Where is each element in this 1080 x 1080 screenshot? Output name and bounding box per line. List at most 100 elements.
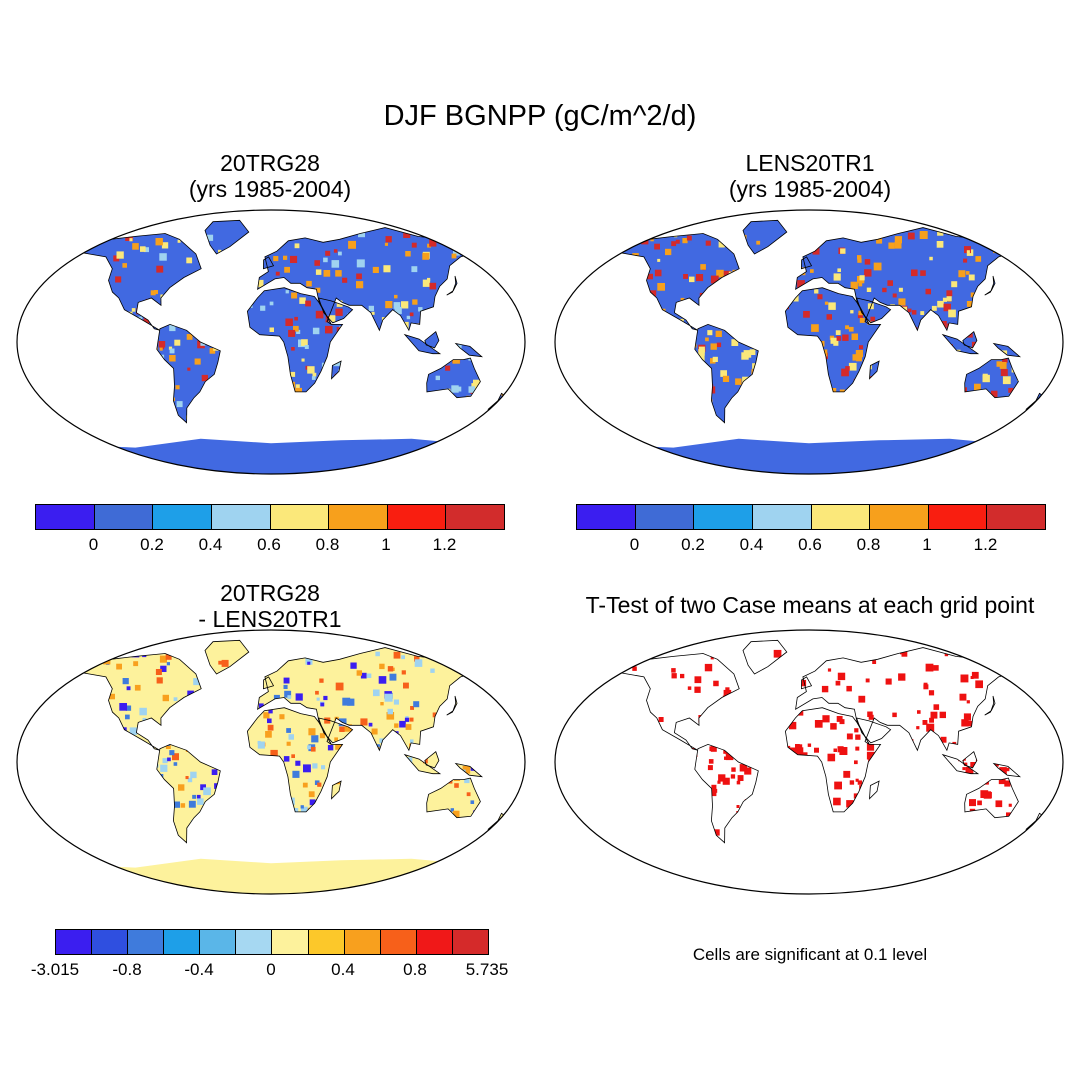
colorbar-box-3	[694, 505, 753, 529]
coastline-australia	[964, 777, 1019, 819]
coastline-arabia	[317, 297, 354, 324]
colorbar-box-1	[577, 505, 636, 529]
panel-4-title-line1: T-Test of two Case means at each grid po…	[585, 592, 1035, 618]
coastline-greenland	[204, 219, 250, 255]
panel-2-title-line1: LENS20TR1	[745, 150, 875, 176]
map-panel-3	[15, 628, 527, 896]
colorbar-box-2	[92, 930, 129, 954]
colorbar-box-6	[329, 505, 388, 529]
coastline-newGuinea	[454, 762, 484, 778]
coastline-borneo	[424, 331, 440, 349]
colorbar-tick-label: 0.4	[198, 535, 223, 554]
colorbar-box-4	[164, 930, 201, 954]
colorbar-tick-label: 1	[922, 535, 932, 554]
colorbar-box-11	[416, 930, 453, 954]
colorbar-tick-label: 0.4	[331, 960, 355, 979]
coastline-eurasia	[795, 227, 1019, 332]
coastline-indonesia	[403, 333, 442, 355]
coastline-australia	[426, 357, 481, 399]
colorbar-box-7	[928, 505, 988, 529]
coastline-madagascar	[331, 360, 342, 380]
colorbar-tick-label: 0.6	[798, 535, 822, 554]
colorbar-box-9	[344, 930, 381, 954]
map-panel-2	[553, 208, 1065, 476]
coastline-eurasia	[257, 227, 481, 332]
coastline-uk	[262, 256, 275, 270]
coastline-newGuinea	[992, 342, 1022, 358]
colorbar-box-7	[272, 930, 309, 954]
colorbar-box-8	[446, 505, 504, 529]
colorbar-tick-label: 0.2	[681, 535, 705, 554]
colorbar-tick-label: 5.735	[465, 960, 509, 979]
colorbar-box-3	[153, 505, 212, 529]
coastline-southAmerica	[156, 323, 221, 424]
coastline-africa	[784, 287, 882, 393]
coastline-borneo	[424, 751, 440, 769]
world-map-4	[554, 629, 1064, 895]
coastline-southAmerica	[694, 323, 759, 424]
panel-2-title-line2: (yrs 1985-2004)	[728, 176, 892, 202]
coastline-uk	[800, 676, 813, 690]
colorbar-box-10	[380, 930, 417, 954]
colorbar-2-labels: 0 0.2 0.4 0.6 0.8 1 1.2	[576, 535, 1044, 557]
colorbar-tick-label: 1.2	[432, 535, 457, 554]
colorbar-tick-label: -0.4	[184, 960, 214, 979]
coastline-japan	[984, 695, 996, 716]
significance-note: Cells are significant at 0.1 level	[692, 945, 928, 964]
map-border	[16, 209, 526, 475]
coastline-uk	[800, 256, 813, 270]
map-panel-1	[15, 208, 527, 476]
panel-3-title-line1: 20TRG28	[220, 580, 320, 606]
panel-1-title-line1: 20TRG28	[220, 150, 320, 176]
coastline-greenland	[204, 639, 250, 675]
colorbar-box-4	[752, 505, 812, 529]
colorbar-tick-label: 0.8	[315, 535, 340, 554]
figure-title: DJF BGNPP (gC/m^2/d)	[383, 100, 697, 132]
colorbar-box-2	[635, 505, 695, 529]
coastline-africa	[784, 707, 882, 813]
panel-3-title-line2: - LENS20TR1	[198, 606, 342, 632]
coastline-newGuinea	[992, 762, 1022, 778]
colorbar-tick-label: 0.8	[403, 960, 427, 979]
colorbar-tick-label: 0.8	[856, 535, 881, 554]
world-map-3	[16, 629, 526, 895]
map-border	[554, 209, 1064, 475]
coastline-greenland	[742, 639, 788, 675]
colorbar-box-12	[452, 930, 488, 954]
coastline-northAmerica	[610, 233, 740, 331]
world-map-1	[16, 209, 526, 475]
colorbar-box-6	[236, 930, 273, 954]
coastline-greenland	[742, 219, 788, 255]
colorbar-box-5	[200, 930, 237, 954]
coastline-newGuinea	[454, 342, 484, 358]
coastline-indonesia	[941, 753, 980, 775]
colorbar-panel-1	[35, 504, 505, 530]
panel-title-1: 20TRG28 (yrs 1985-2004)	[130, 150, 410, 202]
colorbar-box-1	[36, 505, 95, 529]
coastline-eurasia	[257, 647, 481, 752]
colorbar-tick-label: -0.8	[112, 960, 142, 979]
map-border	[16, 629, 526, 895]
colorbar-box-2	[94, 505, 154, 529]
colorbar-tick-label: 0	[629, 535, 640, 554]
colorbar-box-5	[270, 505, 330, 529]
coastline-indonesia	[403, 753, 442, 775]
coastline-southAmerica	[156, 743, 221, 844]
coastline-australia	[426, 777, 481, 819]
colorbar-3-labels: -3.015 -0.8 -0.4 0 0.4 0.8 5.735	[31, 960, 508, 982]
coastline-africa	[246, 707, 344, 813]
panel-1-title-line2: (yrs 1985-2004)	[188, 176, 352, 202]
colorbar-box-6	[870, 505, 929, 529]
colorbar-1-labels: 0 0.2 0.4 0.6 0.8 1 1.2	[35, 535, 503, 557]
colorbar-tick-label: 0.4	[739, 535, 764, 554]
coastline-madagascar	[869, 360, 880, 380]
world-map-2	[554, 209, 1064, 475]
map-border	[554, 629, 1064, 895]
coastline-northAmerica	[72, 233, 202, 331]
colorbar-box-8	[987, 505, 1045, 529]
panel-title-2: LENS20TR1 (yrs 1985-2004)	[670, 150, 950, 202]
coastline-japan	[446, 695, 458, 716]
coastline-borneo	[962, 751, 978, 769]
colorbar-tick-label: 0.2	[140, 535, 164, 554]
colorbar-box-7	[387, 505, 447, 529]
